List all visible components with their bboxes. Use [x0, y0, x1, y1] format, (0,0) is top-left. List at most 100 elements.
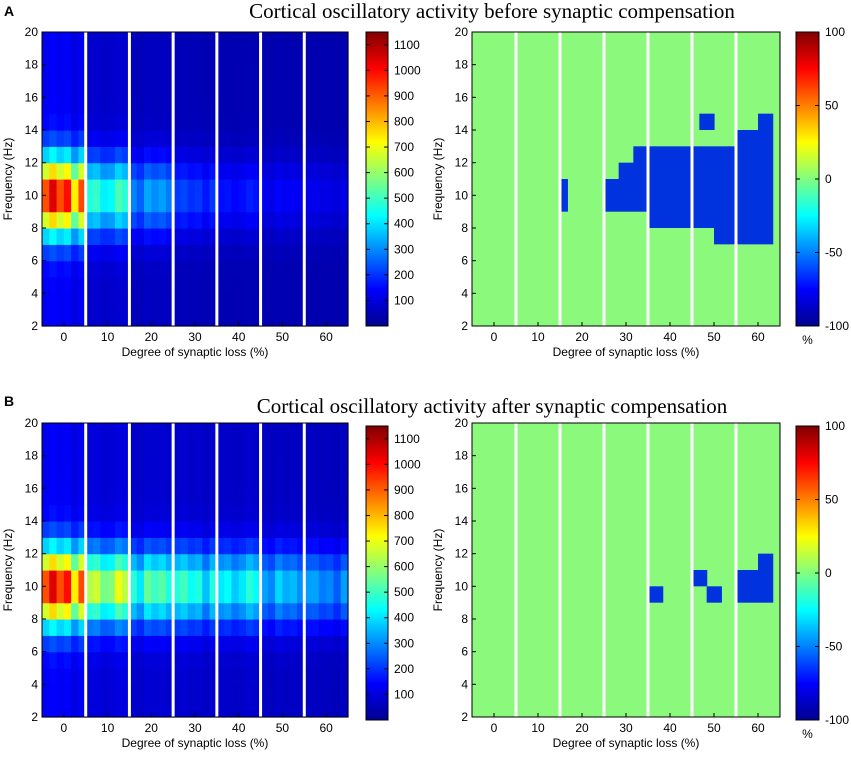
panel-a-power-cell	[78, 244, 87, 262]
panel-a-power-cell	[216, 48, 225, 66]
panel-a-change-cell	[560, 179, 568, 212]
panel-b-power-cell	[289, 423, 298, 440]
panel-b-power-cell	[107, 668, 116, 685]
panel-b-power-cell	[158, 619, 167, 636]
panel-b-power-cell	[318, 635, 327, 653]
panel-a-power-cell	[289, 228, 298, 245]
panel-a-power-cell	[275, 113, 284, 131]
panel-a-power-cell	[114, 293, 123, 311]
panel-a-power-cell	[318, 309, 327, 327]
panel-b-power-cell	[158, 455, 167, 473]
panel-b-power-cell	[151, 537, 160, 555]
panel-a-power-cell	[202, 113, 211, 131]
panel-a-power-cell	[326, 97, 335, 115]
panel-b-power-cell	[158, 700, 167, 718]
panel-b-power-cell	[93, 586, 101, 604]
panel-a-power-cell	[253, 81, 262, 98]
panel-b-power-y-tick-label: 14	[25, 514, 39, 528]
panel-a-power-cell	[122, 130, 131, 147]
panel-b-power-cell	[202, 553, 211, 571]
panel-a-power-cell	[238, 97, 247, 115]
panel-b-power-cell	[311, 619, 320, 636]
panel-b-power-cell	[282, 439, 291, 457]
panel-b-power-cell	[63, 684, 72, 702]
panel-a-power-cell	[340, 48, 349, 66]
panel-a-power-cell	[56, 130, 65, 147]
panel-b-power-cell	[311, 700, 320, 718]
panel-b-power-cell	[71, 700, 80, 718]
panel-b-power-cell	[129, 570, 138, 587]
panel-b-power-cell	[93, 619, 101, 636]
panel-b-power-cell	[136, 488, 145, 506]
panel-b-change-y-tick-label: 18	[455, 449, 469, 463]
panel-b-power-cell	[42, 619, 50, 636]
panel-b-power-cell	[209, 635, 218, 653]
panel-b-power-cell	[85, 635, 94, 653]
panel-a-change-significant-cells	[560, 113, 774, 245]
panel-b-power-cell	[282, 700, 291, 718]
panel-a-power-cell	[136, 64, 145, 82]
panel-b-power-cell	[114, 602, 123, 620]
panel-b-power-cell	[63, 602, 72, 620]
panel-a-power-cell	[151, 195, 160, 213]
panel-a-power-cell	[78, 162, 87, 180]
panel-a-power-cell	[282, 97, 291, 115]
panel-a-power-cell	[195, 113, 203, 131]
panel-b-power-cell	[78, 455, 87, 473]
panel-a-power-cell	[173, 309, 182, 327]
panel-a-power-cell	[326, 277, 335, 294]
panel-a-power-cell	[136, 48, 145, 66]
panel-a-power-cell	[78, 195, 87, 213]
panel-a-power-cell	[129, 48, 138, 66]
panel-a-power-cell	[173, 113, 182, 131]
panel-b-change-cell	[750, 570, 759, 603]
panel-b-power-cell	[238, 586, 247, 604]
panel-b-power-cell	[311, 472, 320, 489]
panel-a-power-cell	[297, 113, 305, 131]
panel-a-power-cell	[136, 113, 145, 131]
panel-b-power-cell	[224, 455, 233, 473]
panel-b-power-cell	[42, 472, 50, 489]
panel-b-power-cell	[246, 488, 254, 506]
panel-b-power-cell	[275, 635, 284, 653]
panel-b-power-cell	[151, 521, 160, 538]
panel-a-power-cell	[275, 64, 284, 82]
panel-b-power-cell	[195, 504, 203, 522]
panel-b-power-cell	[180, 668, 189, 685]
panel-a-power-cell	[151, 113, 160, 131]
panel-a-power-cell	[253, 162, 262, 180]
panel-b-power-cell	[224, 537, 233, 555]
panel-b-power-cell	[71, 521, 80, 538]
panel-a-power-cell	[114, 97, 123, 115]
panel-b-power-cell	[304, 570, 313, 587]
panel-a-power-cell	[340, 32, 349, 49]
panel-b-power-cell	[42, 439, 50, 457]
panel-b-power-cell	[49, 439, 58, 457]
panel-b-power-cell	[311, 504, 320, 522]
panel-b-power-cell	[224, 488, 233, 506]
panel-a-power-cell	[85, 81, 94, 98]
panel-b-power-cell	[209, 684, 218, 702]
panel-a-power-cell	[136, 97, 145, 115]
panel-b-power-cell	[42, 521, 50, 538]
panel-a-power-cell	[231, 146, 240, 164]
panel-a-power-cell	[49, 146, 58, 164]
panel-b-power-cell	[129, 553, 138, 571]
panel-a-power-cell	[42, 113, 50, 131]
panel-a-power-cell	[333, 113, 342, 131]
panel-a-power-cell	[187, 146, 196, 164]
panel-b-power-cell	[333, 423, 342, 440]
panel-b-power-cell	[114, 504, 123, 522]
panel-a-power-cell	[114, 260, 123, 278]
panel-a-power-cell	[340, 130, 349, 147]
panel-b-power-cell	[304, 537, 313, 555]
panel-b-power-cell	[253, 619, 262, 636]
panel-a-power-cell	[85, 113, 94, 131]
panel-b-power-cell	[297, 635, 305, 653]
panel-a-power-cell	[318, 195, 327, 213]
panel-b-power-cell	[49, 684, 58, 702]
panel-a-power-cell	[63, 81, 72, 98]
panel-a-power-cell	[71, 32, 80, 49]
